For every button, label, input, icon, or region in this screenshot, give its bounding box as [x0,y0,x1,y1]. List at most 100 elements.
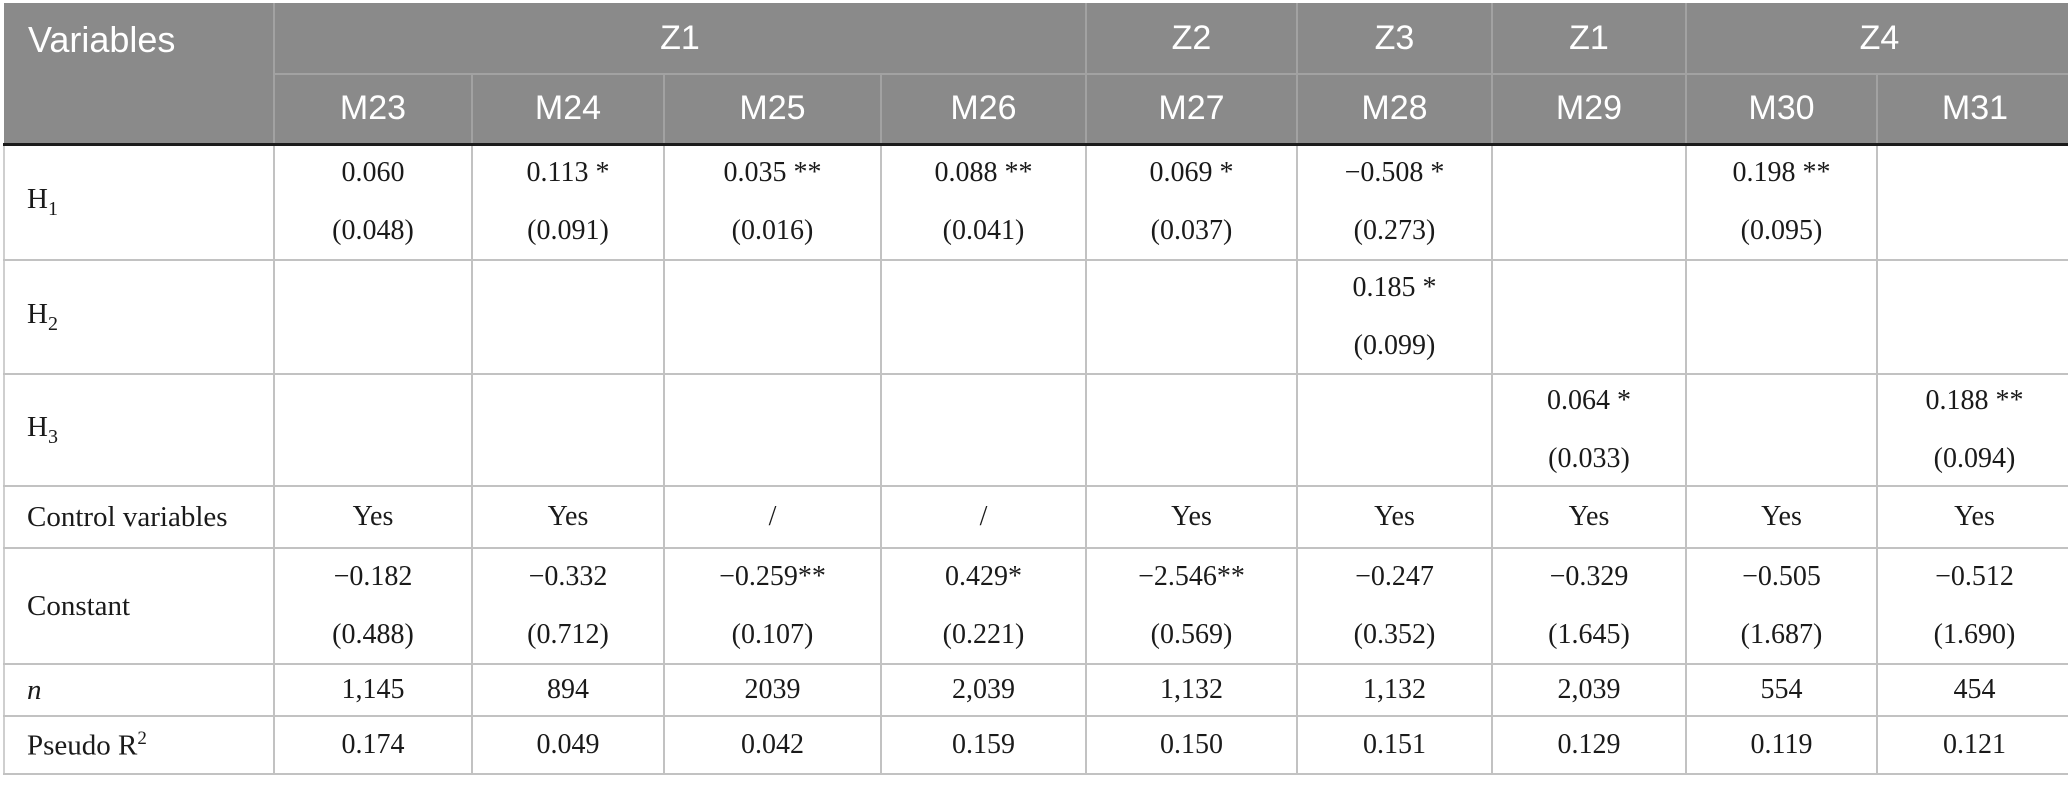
group-header-z1b: Z1 [1491,3,1687,75]
data-cell: −2.546** (0.569) [1085,547,1298,665]
table-body: H1 0.060 (0.048) 0.113 * (0.091) 0.035 ** (… [3,143,2068,775]
cell-value: / [979,501,988,532]
data-cell [1876,259,2068,375]
data-cell: Yes [273,485,473,549]
row-label-text: Control variables [27,500,228,533]
coef-value: 0.035 ** [723,157,822,189]
cell-value: 2,039 [1557,674,1621,705]
header-model-row: M23 M24 M25 M26 M27 M28 M29 M30 M31 [4,74,2068,146]
data-cell: 0.188 ** (0.094) [1876,373,2068,487]
coef-value: −0.512 [1935,561,2014,592]
data-cell: −0.182 (0.488) [273,547,473,665]
data-cell: Yes [1296,485,1493,549]
coef-se: (0.095) [1740,215,1823,247]
model-header: M24 [471,74,665,146]
data-cell: 0.113 * (0.091) [471,143,665,261]
model-header: M25 [663,74,882,146]
row-label-subscript: 1 [47,198,58,221]
row-label: H2 [3,259,275,375]
data-cell: 2039 [663,663,882,717]
table-row-h3: H3 0.064 * (0.033) 0.188 ** (0.094) [3,373,2068,487]
row-label-text: Constant [27,589,131,622]
cell-value: 1,132 [1160,674,1223,705]
data-cell: 0.174 [273,715,473,775]
table-row-constant: Constant −0.182 (0.488) −0.332 (0.712) −0.… [3,547,2068,665]
model-header: M27 [1085,74,1298,146]
data-cell: −0.505 (1.687) [1685,547,1878,665]
data-cell: 1,132 [1085,663,1298,717]
data-cell [1685,259,1878,375]
cell-value: 2,039 [952,674,1015,705]
coef-se: (0.041) [942,215,1025,247]
coef-value: 0.088 ** [934,157,1033,189]
cell-value: Yes [1954,501,1995,532]
data-cell [1491,259,1687,375]
data-cell: Yes [1491,485,1687,549]
data-cell: Yes [1876,485,2068,549]
data-cell: 554 [1685,663,1878,717]
coef-se: (0.048) [332,215,414,247]
cell-value: Yes [547,501,589,532]
data-cell: −0.329 (1.645) [1491,547,1687,665]
coef-value: 0.188 ** [1925,385,2024,416]
coef-value: 0.198 ** [1732,157,1831,189]
cell-value: 0.042 [741,729,804,760]
coef-value: −0.182 [333,561,413,592]
coef-value: 0.069 * [1149,157,1234,189]
data-cell: −0.259** (0.107) [663,547,882,665]
cell-value: 454 [1953,674,1996,705]
coef-value: −0.508 * [1344,157,1445,189]
data-cell: Yes [1685,485,1878,549]
coef-se: (0.107) [731,619,814,650]
row-label-text: H [27,183,48,216]
data-cell [880,373,1087,487]
coef-se: (0.033) [1548,443,1630,474]
cell-value: Yes [1761,501,1802,532]
row-label: H3 [3,373,275,487]
cell-value: 0.129 [1557,729,1621,760]
table-row-h2: H2 0.185 * (0.099) [3,259,2068,375]
data-cell [1085,373,1298,487]
row-label: Constant [3,547,275,665]
data-cell [471,373,665,487]
data-cell: 454 [1876,663,2068,717]
coef-value: 0.064 * [1547,385,1631,416]
data-cell [663,259,882,375]
coef-se: (1.690) [1933,619,2016,650]
cell-value: / [768,501,777,532]
data-cell: 0.159 [880,715,1087,775]
coef-value: −2.546** [1138,561,1245,592]
group-header-z3: Z3 [1296,3,1493,75]
data-cell [1876,143,2068,261]
data-cell: 0.049 [471,715,665,775]
data-cell: Yes [1085,485,1298,549]
row-label-subscript: 2 [47,312,58,335]
coef-value: 0.060 [341,157,405,189]
coef-se: (0.037) [1150,215,1233,247]
data-cell: 0.151 [1296,715,1493,775]
coef-se: (0.273) [1353,215,1436,247]
table-row-n: n 1,145 894 2039 2,039 1,132 1,132 2,039… [3,663,2068,717]
row-label: Pseudo R2 [3,715,275,775]
data-cell: −0.512 (1.690) [1876,547,2068,665]
cell-value: 894 [547,674,589,705]
model-header: M31 [1876,74,2068,146]
coef-value: 0.113 * [526,157,610,189]
row-label: H1 [3,143,275,261]
data-cell: 0.198 ** (0.095) [1685,143,1878,261]
cell-value: 0.151 [1363,729,1426,760]
cell-value: 0.121 [1943,729,2006,760]
row-label-text: Pseudo R [27,729,138,762]
coef-se: (0.221) [942,619,1025,650]
cell-value: Yes [1171,501,1212,532]
data-cell: 0.060 (0.048) [273,143,473,261]
model-header: M29 [1491,74,1687,146]
data-cell: 0.121 [1876,715,2068,775]
coef-value: −0.329 [1549,561,1629,592]
coef-value: −0.247 [1355,561,1434,592]
data-cell: 0.150 [1085,715,1298,775]
coef-se: (0.091) [527,215,609,247]
model-header: M30 [1685,74,1878,146]
data-cell: 0.064 * (0.033) [1491,373,1687,487]
